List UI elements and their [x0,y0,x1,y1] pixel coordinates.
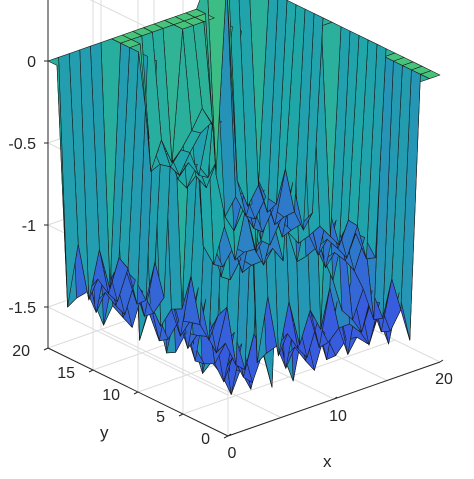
y-axis-label: y [100,423,109,442]
x-tick-mark [227,433,232,437]
z-tick-label: -1.5 [8,300,36,317]
x-axis-label: x [323,452,332,471]
y-tick-mark [43,347,49,351]
z-tick-label: 0 [27,54,36,71]
x-tick-label: 0 [228,445,237,462]
y-tick-mark [223,435,229,439]
tick-labels: 010200510152010.50-0.5-1-1.5 [8,54,453,462]
y-tick-mark [178,413,184,417]
surface-face [47,56,68,308]
x-tick-label: 10 [329,408,347,425]
x-tick-mark [439,359,444,363]
y-tick-label: 10 [102,387,120,404]
y-tick-mark [88,369,94,373]
surface-face [227,0,238,181]
y-tick-mark [133,391,139,395]
x-gridline-floor [100,329,282,418]
y-tick-label: 5 [156,409,165,426]
y-tick-label: 15 [57,365,75,382]
surface-mesh [47,0,441,395]
y-tick-label: 20 [12,343,30,360]
y-tick-label: 0 [201,431,210,448]
x-tick-mark [333,396,338,400]
z-tick-label: -1 [22,218,36,235]
x-tick-label: 20 [435,371,453,388]
z-tick-label: -0.5 [8,136,36,153]
